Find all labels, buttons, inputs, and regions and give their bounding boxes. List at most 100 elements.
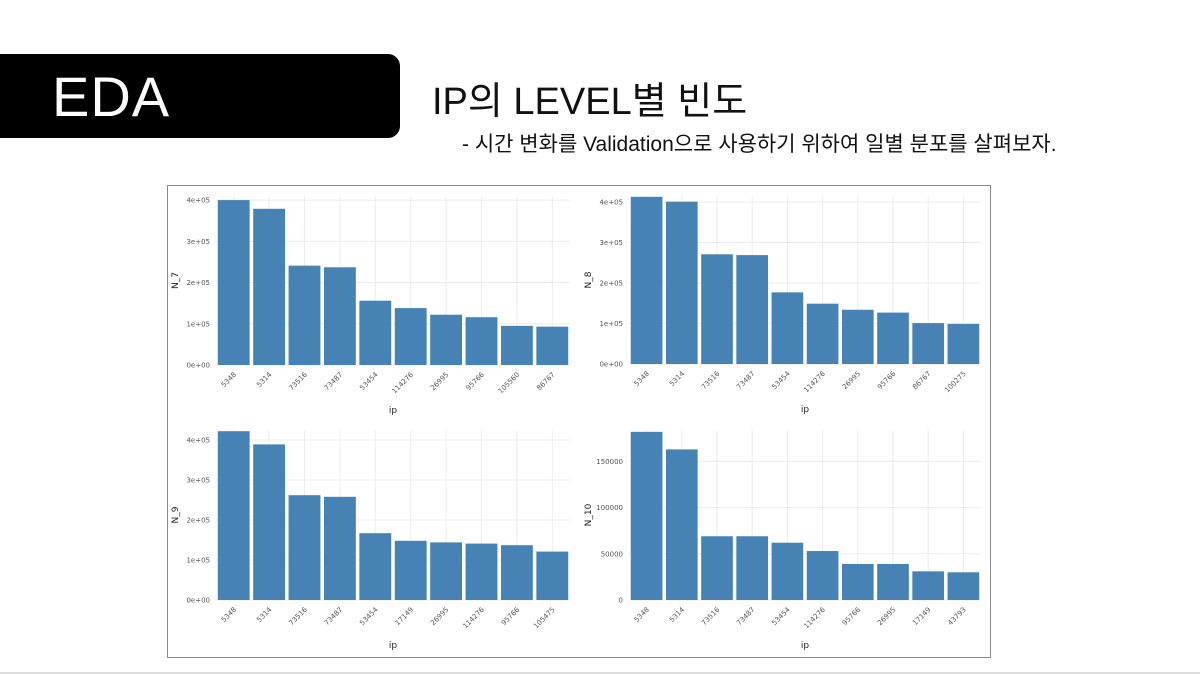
x-tick-label: 26995	[429, 606, 450, 627]
x-tick-label: 53454	[770, 369, 792, 391]
bar-73487	[736, 536, 769, 600]
bar-114276	[806, 551, 839, 600]
bar-5348	[630, 431, 663, 600]
x-axis-title: ip	[389, 406, 398, 416]
bar-5314	[665, 449, 698, 600]
bar-95766	[841, 563, 874, 600]
x-tick-label: 114276	[802, 605, 827, 630]
slide-subtitle: - 시간 변화를 Validation으로 사용하기 위하여 일별 분포를 살펴…	[462, 133, 1057, 156]
x-tick-label: 114276	[461, 605, 486, 630]
x-tick-label: 100275	[943, 370, 968, 395]
x-tick-label: 17149	[911, 606, 932, 627]
x-tick-label: 73516	[700, 605, 722, 627]
x-tick-label: 5348	[633, 606, 651, 624]
bar-17149	[912, 571, 945, 600]
x-axis-title: ip	[389, 641, 398, 651]
bar-26995	[430, 314, 463, 365]
x-tick-label: 95766	[465, 370, 487, 392]
x-tick-label: 86767	[535, 371, 556, 392]
chart-canvas: 0e+00 1e+05 2e+05 3e+05 4e+05 5348 5314 73516 73…	[171, 196, 981, 651]
x-tick-label: 73516	[288, 605, 310, 627]
bar-114276	[394, 308, 427, 365]
y-axis-title: N_9	[171, 506, 181, 523]
bar-95766	[500, 545, 533, 600]
bar-95766	[877, 312, 909, 364]
bar-114276	[465, 543, 498, 600]
bar-73487	[323, 496, 356, 600]
bar-73516	[288, 265, 321, 365]
slide-title: IP의 LEVEL별 빈도	[432, 81, 748, 123]
x-tick-label: 73487	[735, 370, 756, 391]
x-axis-title: ip	[801, 641, 810, 651]
x-tick-label: 5348	[220, 606, 238, 624]
x-tick-label: 95766	[500, 605, 522, 627]
bar-26995	[430, 542, 463, 600]
y-tick-label: 2e+05	[186, 517, 210, 525]
x-tick-label: 53454	[770, 605, 792, 627]
y-tick-label: 1e+05	[186, 557, 210, 565]
y-tick-label: 4e+05	[186, 437, 210, 445]
bar-26995	[877, 563, 909, 600]
bar-5348	[217, 431, 250, 600]
bar-53454	[359, 300, 392, 365]
y-tick-label: 50000	[601, 550, 623, 558]
bar-53454	[771, 542, 804, 600]
y-tick-label: 3e+05	[186, 477, 210, 485]
y-tick-label: 2e+05	[186, 279, 210, 287]
x-tick-label: 17149	[394, 606, 415, 627]
y-tick-label: 3e+05	[599, 239, 623, 247]
y-tick-label: 0e+00	[599, 361, 623, 369]
bar-73516	[701, 254, 733, 364]
x-tick-label: 5314	[255, 370, 274, 389]
bar-73516	[288, 495, 321, 600]
bar-114276	[806, 303, 839, 364]
x-tick-label: 43793	[946, 606, 967, 627]
bar-5314	[253, 208, 286, 365]
x-axis-title: ip	[801, 405, 810, 415]
x-tick-label: 53454	[358, 605, 380, 627]
y-tick-label: 4e+05	[186, 197, 210, 205]
y-axis-title: N_8	[584, 271, 594, 288]
y-tick-label: 1e+05	[599, 320, 623, 328]
bar-17149	[394, 540, 427, 600]
y-tick-label: 1e+05	[186, 320, 210, 328]
x-tick-label: 5348	[220, 371, 238, 389]
bar-26995	[841, 309, 874, 364]
bar-73516	[701, 536, 733, 600]
y-tick-label: 100000	[596, 504, 623, 512]
x-tick-label: 5348	[633, 370, 651, 388]
section-tag: EDA	[0, 54, 400, 138]
x-tick-label: 5314	[255, 605, 274, 624]
y-tick-label: 150000	[596, 458, 623, 466]
bar-86767	[536, 326, 569, 365]
x-tick-label: 5314	[668, 369, 687, 388]
x-tick-label: 26995	[841, 370, 862, 391]
bar-53454	[359, 533, 392, 600]
y-tick-label: 0e+00	[186, 597, 210, 605]
y-tick-label: 0e+00	[186, 362, 210, 370]
x-tick-label: 105475	[532, 606, 557, 631]
bar-5348	[630, 196, 663, 364]
x-tick-label: 95766	[876, 369, 898, 391]
y-tick-label: 3e+05	[186, 238, 210, 246]
y-tick-label: 4e+05	[599, 199, 623, 207]
x-tick-label: 86767	[911, 370, 932, 391]
x-tick-label: 26995	[876, 606, 897, 627]
bar-86767	[912, 323, 945, 364]
x-tick-label: 95766	[841, 605, 863, 627]
section-tag-label: EDA	[52, 64, 171, 128]
y-tick-label: 2e+05	[599, 280, 623, 288]
bar-43793	[947, 572, 980, 600]
chart-figure: 0e+00 1e+05 2e+05 3e+05 4e+05 5348 5314 73516 73…	[167, 185, 991, 658]
bar-5314	[253, 444, 286, 600]
y-tick-label: 0	[619, 597, 623, 605]
x-tick-label: 114276	[802, 369, 827, 394]
x-tick-label: 73516	[700, 369, 722, 391]
x-tick-label: 73487	[323, 371, 344, 392]
bar-100275	[947, 323, 980, 364]
bar-95766	[465, 317, 498, 365]
bar-105560	[500, 325, 533, 365]
x-tick-label: 26995	[429, 371, 450, 392]
x-tick-label: 73487	[323, 606, 344, 627]
